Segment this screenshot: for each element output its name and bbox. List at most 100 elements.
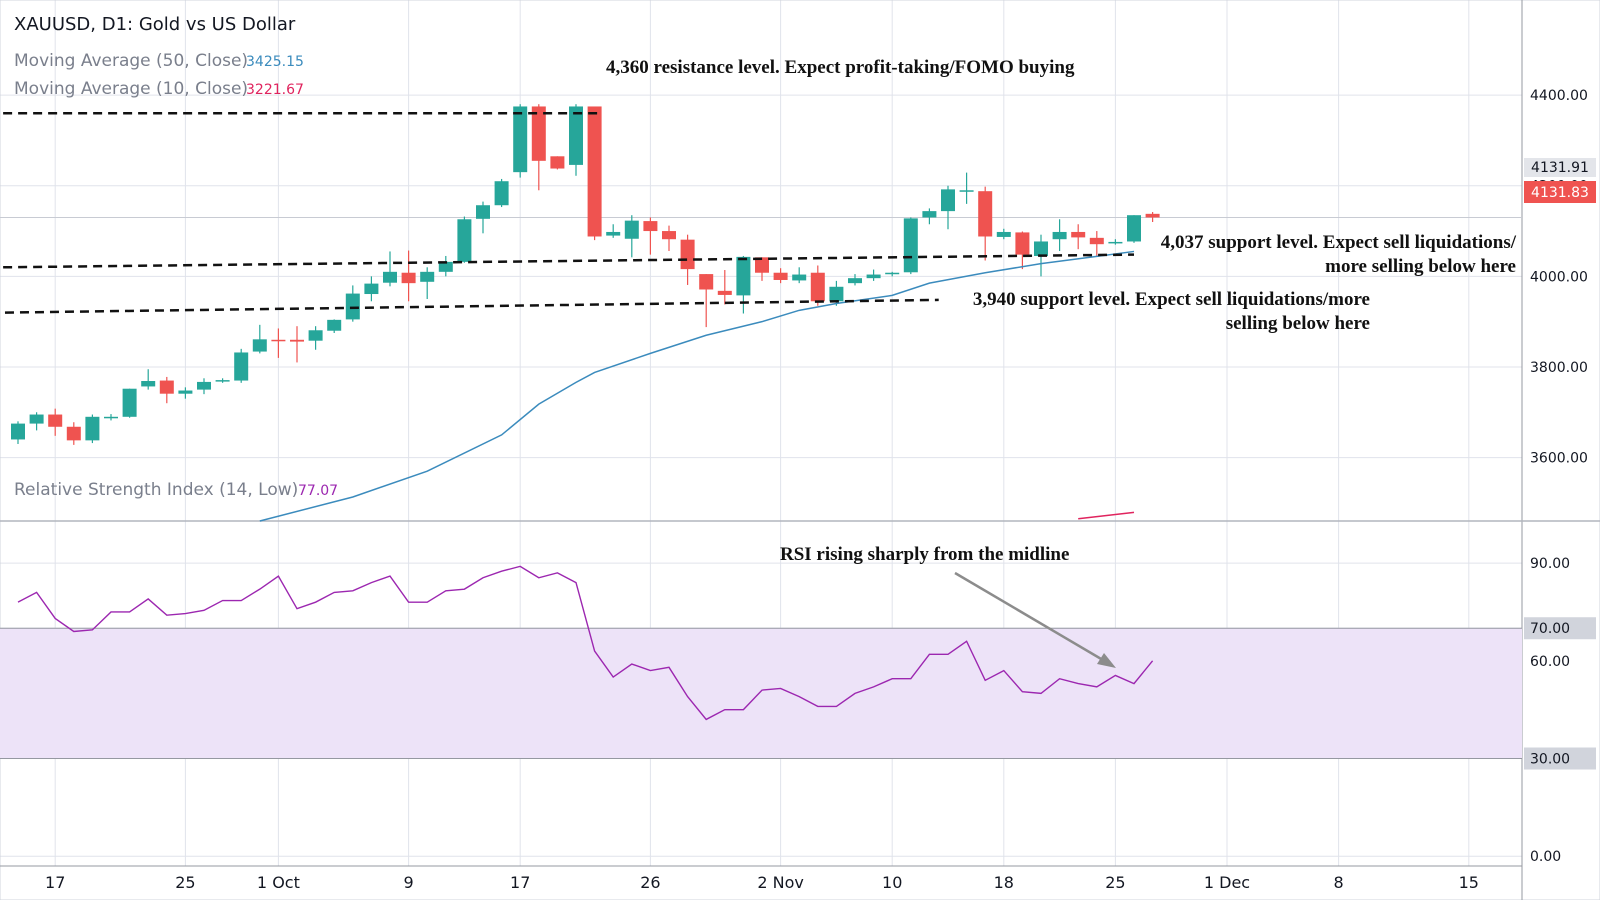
rsi-arrow [954, 571, 1109, 665]
support-3940-annotation-line1: 3,940 support level. Expect sell liquida… [973, 289, 1370, 310]
candle-24 [457, 216, 472, 263]
candle-38 [717, 270, 732, 305]
candle-4 [85, 414, 100, 444]
rsi-legend-label[interactable]: Relative Strength Index (14, Low) [14, 480, 298, 500]
candle-35 [662, 225, 676, 251]
price-tick-4: 4400.00 [1530, 88, 1588, 104]
candle-body-8 [159, 380, 174, 394]
candle-body-29 [550, 156, 565, 169]
price-tag-ask [1524, 158, 1596, 177]
date-tick-9: 25 [1105, 873, 1125, 892]
ma50-legend-label[interactable]: Moving Average (50, Close) [14, 51, 248, 71]
ma10-line[interactable] [1078, 511, 1135, 520]
candle-body-4 [85, 416, 100, 441]
candle-body-11 [215, 380, 230, 382]
candle-48 [903, 217, 918, 275]
candle-17 [327, 319, 342, 333]
candle-body-37 [699, 274, 714, 290]
candle-13 [252, 324, 267, 354]
candle-0 [11, 421, 25, 444]
candle-body-24 [457, 219, 472, 262]
candle-body-49 [922, 211, 937, 218]
candle-body-16 [308, 330, 323, 341]
candle-53 [996, 228, 1011, 240]
candle-21 [401, 250, 416, 302]
support-3940-annotation-line2: selling below here [1226, 313, 1370, 334]
candle-body-53 [996, 231, 1011, 237]
candle-body-47 [885, 272, 900, 275]
rsi-tick-3: 70.00 [1530, 621, 1570, 637]
candle-31 [587, 106, 602, 241]
symbol-title[interactable]: XAUUSD, D1: Gold vs US Dollar [14, 14, 296, 35]
candle-49 [922, 208, 937, 225]
candle-body-23 [438, 261, 453, 272]
date-tick-6: 2 Nov [757, 873, 804, 892]
ma10-legend-label[interactable]: Moving Average (10, Close) [14, 79, 248, 99]
candle-60 [1127, 215, 1141, 243]
candle-42 [792, 267, 807, 284]
price-tick-1: 3800.00 [1530, 360, 1588, 376]
candle-5 [104, 414, 118, 421]
candle-body-46 [866, 274, 881, 279]
candle-body-54 [1015, 232, 1030, 255]
candle-body-39 [736, 256, 751, 296]
date-tick-11: 8 [1334, 873, 1344, 892]
candle-body-17 [327, 319, 342, 331]
ma50-line[interactable] [259, 250, 1135, 522]
candle-20 [383, 251, 397, 287]
candle-25 [476, 201, 490, 234]
candle-body-56 [1052, 231, 1067, 240]
candle-61 [1145, 212, 1160, 222]
date-tick-12: 15 [1459, 873, 1479, 892]
date-tick-7: 10 [882, 873, 902, 892]
candle-19 [364, 276, 379, 302]
candle-32 [606, 224, 621, 238]
candle-33 [624, 215, 639, 258]
rsi-arrow-head [1097, 653, 1116, 668]
candle-body-57 [1071, 231, 1086, 238]
rsi-line[interactable] [17, 565, 1154, 721]
rsi-axis[interactable]: 0.00 30.00 60.00 70.00 90.00 [1524, 556, 1596, 865]
candle-body-33 [624, 220, 639, 239]
candles-group [11, 104, 1160, 445]
candle-body-19 [364, 283, 379, 295]
candle-11 [215, 378, 230, 383]
rsi-legend-value: 77.07 [298, 483, 338, 499]
price-tick-2: 4000.00 [1530, 269, 1588, 285]
candle-47 [885, 271, 900, 277]
candle-37 [699, 274, 714, 328]
candle-body-0 [11, 423, 25, 440]
candle-body-34 [643, 221, 658, 232]
price-tick-0: 3600.00 [1530, 451, 1588, 467]
candle-14 [271, 328, 286, 358]
candle-39 [736, 255, 751, 314]
price-tag-ask-text: 4131.91 [1531, 160, 1589, 176]
rsi-band [0, 628, 1522, 759]
candle-body-7 [141, 381, 156, 387]
candle-body-31 [587, 106, 602, 237]
support-4037-annotation-line1: 4,037 support level. Expect sell liquida… [1161, 232, 1517, 253]
candle-26 [494, 178, 509, 208]
candle-body-27 [513, 106, 528, 173]
candle-body-58 [1089, 237, 1104, 245]
candle-body-15 [290, 339, 304, 342]
candle-body-55 [1034, 241, 1048, 256]
candle-56 [1052, 219, 1067, 251]
rsi-annotation: RSI rising sharply from the midline [780, 544, 1069, 565]
date-tick-0: 17 [45, 873, 65, 892]
rsi-tick-4: 90.00 [1530, 556, 1570, 572]
time-axis[interactable]: 17 25 1 Oct 9 17 26 2 Nov 10 18 25 1 Dec 8 15 [45, 873, 1479, 892]
candle-body-5 [104, 416, 118, 419]
candle-body-59 [1108, 241, 1123, 244]
candle-10 [197, 378, 211, 395]
date-tick-1: 25 [175, 873, 195, 892]
candle-23 [438, 255, 453, 277]
candle-body-51 [959, 190, 974, 192]
candle-2 [48, 408, 63, 436]
resistance-annotation: 4,360 resistance level. Expect profit-ta… [606, 57, 1075, 78]
candle-40 [755, 257, 769, 281]
candle-body-61 [1145, 213, 1160, 218]
